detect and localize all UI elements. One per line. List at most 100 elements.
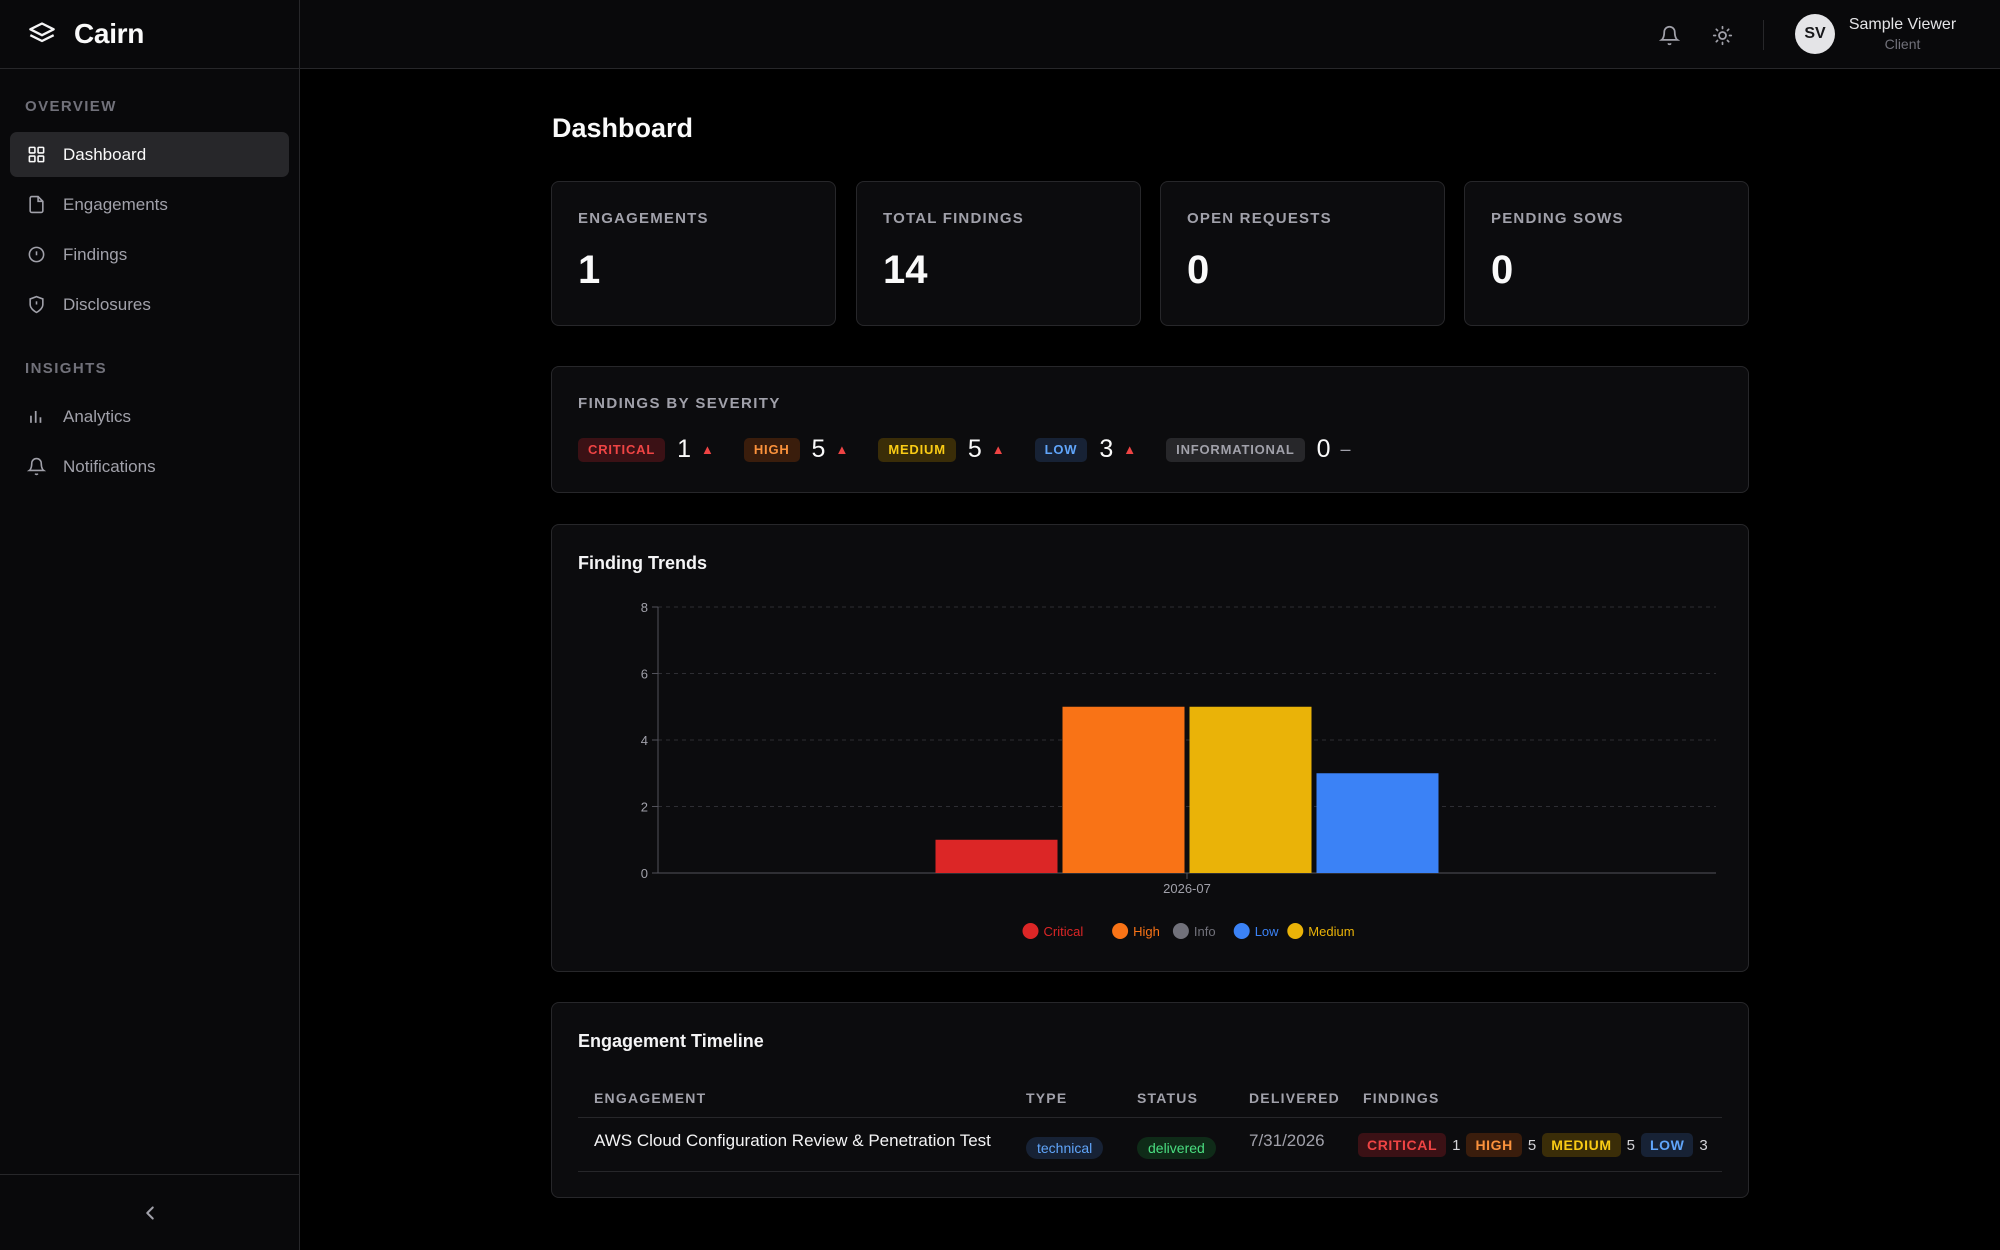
- page-title: Dashboard: [552, 113, 694, 143]
- column-header-status[interactable]: STATUS: [1137, 1090, 1199, 1106]
- engagement-name[interactable]: AWS Cloud Configuration Review & Penetra…: [594, 1131, 991, 1150]
- legend-label-info: Info: [1194, 924, 1216, 939]
- legend-label-medium: Medium: [1308, 924, 1354, 939]
- stat-card-engagements[interactable]: ENGAGEMENTS 1: [551, 181, 836, 326]
- status-pill: delivered: [1137, 1137, 1216, 1159]
- engagement-timeline-card: Engagement Timeline ENGAGEMENT TYPE STAT…: [551, 1002, 1749, 1198]
- notifications-button[interactable]: [1652, 18, 1686, 52]
- sidebar-item-label: Disclosures: [63, 294, 151, 314]
- avatar[interactable]: SV: [1795, 14, 1835, 54]
- sidebar-item-notifications[interactable]: Notifications: [10, 444, 289, 489]
- stat-card-total-findings[interactable]: TOTAL FINDINGS 14: [856, 181, 1141, 326]
- severity-badge: INFORMATIONAL: [1166, 437, 1305, 462]
- sidebar-item-label: Engagements: [63, 194, 168, 214]
- brand[interactable]: Cairn: [0, 0, 299, 69]
- column-header-type[interactable]: TYPE: [1026, 1090, 1068, 1106]
- y-tick-label: 8: [641, 600, 648, 615]
- trend-up-icon: ▲: [835, 442, 849, 457]
- brand-name: Cairn: [74, 18, 145, 49]
- legend-swatch-info: [1172, 923, 1189, 939]
- legend-label-high: High: [1133, 924, 1160, 939]
- severity-count: 1: [677, 435, 691, 463]
- severity-medium[interactable]: MEDIUM 5 ▲: [878, 435, 1005, 464]
- severity-badge: CRITICAL: [1358, 1133, 1447, 1157]
- findings-by-severity-card: FINDINGS BY SEVERITY CRITICAL 1 ▲ HIGH 5…: [551, 366, 1749, 493]
- stat-label: ENGAGEMENTS: [578, 210, 709, 227]
- severity-count: 3: [1699, 1136, 1708, 1154]
- column-header-delivered[interactable]: DELIVERED: [1249, 1090, 1340, 1106]
- nav-section-overview: OVERVIEW: [25, 98, 117, 115]
- severity-informational[interactable]: INFORMATIONAL 0 –: [1166, 435, 1351, 464]
- collapse-sidebar-chevron-left-icon[interactable]: [139, 1202, 161, 1224]
- bar-chart-icon: [30, 410, 42, 423]
- severity-badge: HIGH: [1466, 1133, 1522, 1157]
- stat-label: PENDING SOWS: [1491, 210, 1624, 227]
- sidebar-item-analytics[interactable]: Analytics: [10, 394, 289, 439]
- y-tick-label: 2: [641, 800, 648, 815]
- findings-badges: CRITICAL 1 HIGH 5 MEDIUM 5 LOW 3: [1358, 1133, 1714, 1157]
- sidebar-item-label: Analytics: [63, 406, 132, 426]
- grid-icon: [28, 146, 45, 163]
- card-title: Engagement Timeline: [578, 1031, 764, 1051]
- stat-label: OPEN REQUESTS: [1187, 210, 1332, 227]
- severity-high[interactable]: HIGH 5 ▲: [743, 435, 849, 464]
- y-tick-label: 0: [641, 866, 648, 881]
- severity-badge: MEDIUM: [1542, 1133, 1621, 1157]
- shield-icon: [29, 295, 44, 314]
- severity-count: 5: [811, 435, 826, 463]
- sidebar-item-disclosures[interactable]: Disclosures: [10, 282, 289, 327]
- stat-value: 0: [1187, 248, 1210, 292]
- sidebar-item-findings[interactable]: Findings: [10, 232, 289, 277]
- bell-icon: [27, 457, 46, 476]
- sidebar-item-engagements[interactable]: Engagements: [10, 182, 289, 227]
- legend-swatch-medium: [1287, 923, 1304, 939]
- sidebar-item-dashboard[interactable]: Dashboard: [10, 132, 289, 177]
- column-header-engagement[interactable]: ENGAGEMENT: [594, 1090, 707, 1106]
- severity-badge: LOW: [1034, 437, 1088, 462]
- stat-value: 0: [1491, 248, 1514, 292]
- legend-label-low: Low: [1255, 924, 1279, 939]
- severity-badge: MEDIUM: [878, 437, 956, 462]
- bar-high: [1062, 706, 1185, 873]
- file-icon: [29, 195, 44, 214]
- severity-count: 5: [1626, 1136, 1635, 1154]
- stat-value: 1: [578, 248, 601, 292]
- stat-card-open-requests[interactable]: OPEN REQUESTS 0: [1160, 181, 1445, 326]
- sidebar-item-label: Findings: [63, 244, 128, 264]
- sidebar-item-label: Notifications: [63, 456, 156, 476]
- finding-trends-chart: 0 2 4 6 8 2026-07 Critical High Info Low Medium: [641, 600, 1716, 939]
- nav-section-insights: INSIGHTS: [25, 360, 108, 377]
- topbar: SV Sample Viewer Client: [300, 0, 2000, 69]
- severity-low[interactable]: LOW 3 ▲: [1034, 435, 1137, 464]
- sidebar-item-label: Dashboard: [63, 144, 147, 164]
- stat-label: TOTAL FINDINGS: [883, 210, 1024, 227]
- theme-toggle-button[interactable]: [1705, 18, 1739, 52]
- sun-icon: [1712, 25, 1732, 45]
- type-pill: technical: [1026, 1137, 1104, 1159]
- user-name: Sample Viewer: [1848, 16, 1957, 33]
- severity-badge: HIGH: [743, 437, 800, 462]
- legend-swatch-high: [1112, 923, 1129, 939]
- stat-card-pending-sows[interactable]: PENDING SOWS 0: [1464, 181, 1749, 326]
- severity-count: 3: [1099, 435, 1114, 463]
- bar-critical: [935, 839, 1058, 873]
- trend-up-icon: ▲: [991, 442, 1005, 457]
- y-tick-label: 6: [641, 667, 648, 682]
- x-tick-label: 2026-07: [1163, 881, 1211, 896]
- sidebar-footer: [0, 1174, 300, 1250]
- finding-trends-card: Finding Trends 0 2 4 6 8 2026-07 Critical High I…: [551, 524, 1749, 972]
- table-header-divider: [578, 1117, 1722, 1118]
- alert-circle-icon: [28, 246, 45, 263]
- severity-badge: LOW: [1640, 1133, 1694, 1157]
- trend-up-icon: ▲: [1123, 442, 1137, 457]
- card-title: Finding Trends: [578, 553, 707, 573]
- severity-badge: CRITICAL: [578, 437, 666, 462]
- layers-icon: [29, 22, 55, 43]
- column-header-findings[interactable]: FINDINGS: [1363, 1090, 1440, 1106]
- severity-count: 5: [1527, 1136, 1537, 1154]
- bar-low: [1316, 773, 1439, 873]
- legend-swatch-critical: [1022, 923, 1039, 939]
- severity-critical[interactable]: CRITICAL 1 ▲: [578, 435, 714, 464]
- severity-count: 0: [1316, 435, 1331, 463]
- trend-flat-icon: –: [1340, 439, 1351, 459]
